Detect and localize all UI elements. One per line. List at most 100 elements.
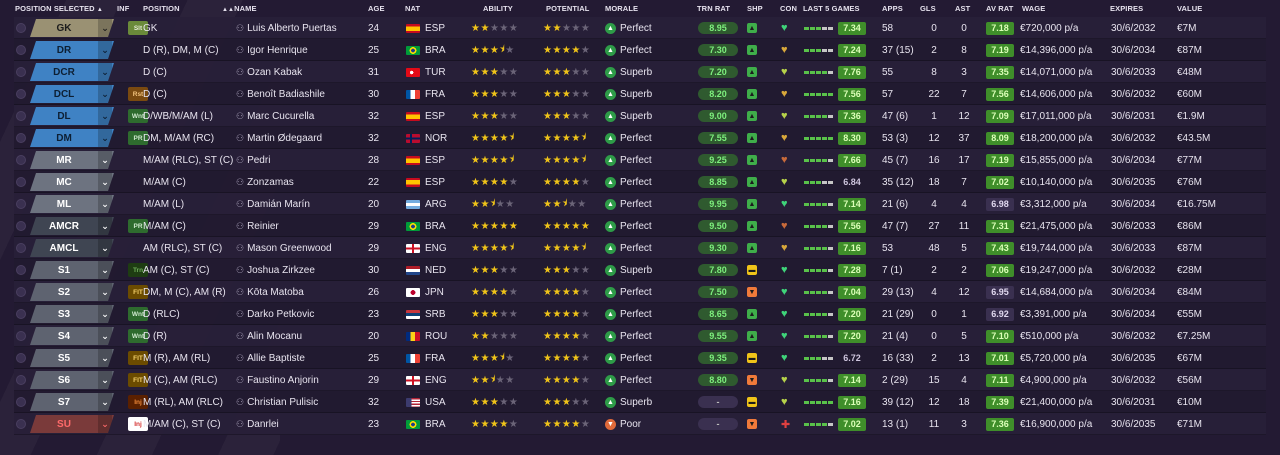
row-select-checkbox[interactable] — [16, 265, 26, 275]
table-row[interactable]: S3 ⌄ Wnt D (RLC) ⚇ Darko Petkovic 23 SRB… — [14, 303, 1266, 325]
header-shp[interactable]: SHP — [747, 4, 763, 13]
row-select-checkbox[interactable] — [16, 133, 26, 143]
table-row[interactable]: AMCL ⌄ AM (RLC), ST (C) ⚇ Mason Greenwoo… — [14, 237, 1266, 259]
name-cell[interactable]: ⚇ Marc Cucurella — [236, 105, 314, 127]
name-cell[interactable]: ⚇ Joshua Zirkzee — [236, 259, 315, 281]
row-select-checkbox[interactable] — [16, 331, 26, 341]
position-selector[interactable]: S6 ⌄ — [30, 371, 114, 389]
chevron-down-icon[interactable]: ⌄ — [98, 371, 112, 389]
header-position-selected[interactable]: POSITION SELECTED ▲ — [15, 4, 103, 13]
position-selector[interactable]: GK ⌄ — [30, 19, 114, 37]
chevron-down-icon[interactable]: ⌄ — [98, 217, 112, 235]
chevron-down-icon[interactable]: ⌄ — [98, 129, 112, 147]
row-select-checkbox[interactable] — [16, 221, 26, 231]
chevron-down-icon[interactable]: ⌄ — [98, 239, 112, 257]
chevron-down-icon[interactable]: ⌄ — [98, 173, 112, 191]
chevron-down-icon[interactable]: ⌄ — [98, 85, 112, 103]
table-row[interactable]: S6 ⌄ FIT M (C), AM (RLC) ⚇ Faustino Anjo… — [14, 369, 1266, 391]
header-value[interactable]: VALUE — [1177, 4, 1203, 13]
position-selector[interactable]: DCR ⌄ — [30, 63, 114, 81]
table-row[interactable]: S2 ⌄ FIT DM, M (C), AM (R) ⚇ Kōta Matoba… — [14, 281, 1266, 303]
position-selector[interactable]: DM ⌄ — [30, 129, 114, 147]
name-cell[interactable]: ⚇ Christian Pulisic — [236, 391, 318, 413]
position-selector[interactable]: S7 ⌄ — [30, 393, 114, 411]
chevron-down-icon[interactable]: ⌄ — [98, 19, 112, 37]
row-select-checkbox[interactable] — [16, 89, 26, 99]
name-cell[interactable]: ⚇ Allie Baptiste — [236, 347, 305, 369]
header-name[interactable]: ▲▲NAME — [222, 4, 257, 13]
table-row[interactable]: MC ⌄ M/AM (C) ⚇ Zonzamas 22 ESP ★★★★ ★ ★★… — [14, 171, 1266, 193]
header-con[interactable]: CON — [780, 4, 797, 13]
chevron-down-icon[interactable]: ⌄ — [98, 63, 112, 81]
table-row[interactable]: ML ⌄ M/AM (L) ⚇ Damián Marín 20 ARG ★★ ⯨ ★… — [14, 193, 1266, 215]
chevron-down-icon[interactable]: ⌄ — [98, 107, 112, 125]
header-gls[interactable]: GLS — [920, 4, 936, 13]
name-cell[interactable]: ⚇ Reinier — [236, 215, 279, 237]
header-wage[interactable]: WAGE — [1022, 4, 1046, 13]
row-select-checkbox[interactable] — [16, 23, 26, 33]
chevron-down-icon[interactable]: ⌄ — [98, 349, 112, 367]
name-cell[interactable]: ⚇ Mason Greenwood — [236, 237, 332, 259]
position-selector[interactable]: MR ⌄ — [30, 151, 114, 169]
row-select-checkbox[interactable] — [16, 397, 26, 407]
position-selector[interactable]: DCL ⌄ — [30, 85, 114, 103]
position-selector[interactable]: DR ⌄ — [30, 41, 114, 59]
header-last5[interactable]: LAST 5 GAMES — [803, 4, 860, 13]
name-cell[interactable]: ⚇ Alin Mocanu — [236, 325, 302, 347]
header-expires[interactable]: EXPIRES — [1110, 4, 1144, 13]
header-morale[interactable]: MORALE — [605, 4, 639, 13]
name-cell[interactable]: ⚇ Martin Ødegaard — [236, 127, 322, 149]
table-row[interactable]: MR ⌄ M/AM (RLC), ST (C) ⚇ Pedri 28 ESP ★… — [14, 149, 1266, 171]
header-apps[interactable]: APPS — [882, 4, 903, 13]
table-row[interactable]: DCR ⌄ D (C) ⚇ Ozan Kabak 31 TUR ★★★ ★ ★ ★★… — [14, 61, 1266, 83]
chevron-down-icon[interactable]: ⌄ — [98, 41, 112, 59]
row-select-checkbox[interactable] — [16, 419, 26, 429]
chevron-down-icon[interactable]: ⌄ — [98, 305, 112, 323]
table-row[interactable]: AMCR ⌄ PR M/AM (C) ⚇ Reinier 29 BRA ★★★★… — [14, 215, 1266, 237]
header-av-rat[interactable]: AV RAT — [986, 4, 1014, 13]
header-inf[interactable]: INF — [117, 4, 130, 13]
row-select-checkbox[interactable] — [16, 111, 26, 121]
chevron-down-icon[interactable]: ⌄ — [98, 393, 112, 411]
row-select-checkbox[interactable] — [16, 353, 26, 363]
position-selector[interactable]: SU ⌄ — [30, 415, 114, 433]
header-age[interactable]: AGE — [368, 4, 385, 13]
name-cell[interactable]: ⚇ Kōta Matoba — [236, 281, 304, 303]
chevron-down-icon[interactable]: ⌄ — [98, 151, 112, 169]
table-row[interactable]: S7 ⌄ Inj M (RL), AM (RLC) ⚇ Christian Pu… — [14, 391, 1266, 413]
name-cell[interactable]: ⚇ Ozan Kabak — [236, 61, 302, 83]
table-row[interactable]: DCL ⌄ Rst D (C) ⚇ Benoît Badiashile 30 F… — [14, 83, 1266, 105]
chevron-down-icon[interactable]: ⌄ — [98, 327, 112, 345]
row-select-checkbox[interactable] — [16, 375, 26, 385]
name-cell[interactable]: ⚇ Zonzamas — [236, 171, 294, 193]
chevron-down-icon[interactable]: ⌄ — [98, 195, 112, 213]
row-select-checkbox[interactable] — [16, 287, 26, 297]
name-cell[interactable]: ⚇ Pedri — [236, 149, 270, 171]
position-selector[interactable]: S4 ⌄ — [30, 327, 114, 345]
name-cell[interactable]: ⚇ Igor Henrique — [236, 39, 308, 61]
name-cell[interactable]: ⚇ Benoît Badiashile — [236, 83, 325, 105]
name-cell[interactable]: ⚇ Luis Alberto Puertas — [236, 17, 337, 39]
position-selector[interactable]: AMCR ⌄ — [30, 217, 114, 235]
chevron-down-icon[interactable]: ⌄ — [98, 415, 112, 433]
table-row[interactable]: S5 ⌄ FIT M (R), AM (RL) ⚇ Allie Baptiste… — [14, 347, 1266, 369]
table-row[interactable]: DR ⌄ D (R), DM, M (C) ⚇ Igor Henrique 25… — [14, 39, 1266, 61]
header-ability[interactable]: ABILITY — [483, 4, 513, 13]
name-cell[interactable]: ⚇ Danrlei — [236, 413, 279, 435]
row-select-checkbox[interactable] — [16, 67, 26, 77]
header-position[interactable]: POSITION — [143, 4, 180, 13]
table-row[interactable]: SU ⌄ Inj M/AM (C), ST (C) ⚇ Danrlei 23 B… — [14, 413, 1266, 435]
header-ast[interactable]: AST — [955, 4, 971, 13]
position-selector[interactable]: MC ⌄ — [30, 173, 114, 191]
name-cell[interactable]: ⚇ Damián Marín — [236, 193, 310, 215]
table-row[interactable]: S1 ⌄ Trn AM (C), ST (C) ⚇ Joshua Zirkzee… — [14, 259, 1266, 281]
position-selector[interactable]: S3 ⌄ — [30, 305, 114, 323]
position-selector[interactable]: DL ⌄ — [30, 107, 114, 125]
table-row[interactable]: DM ⌄ PR DM, M/AM (RC) ⚇ Martin Ødegaard … — [14, 127, 1266, 149]
table-row[interactable]: S4 ⌄ Wnt D (R) ⚇ Alin Mocanu 20 ROU ★★ ★ ★… — [14, 325, 1266, 347]
position-selector[interactable]: AMCL ⌄ — [30, 239, 114, 257]
position-selector[interactable]: S5 ⌄ — [30, 349, 114, 367]
name-cell[interactable]: ⚇ Faustino Anjorin — [236, 369, 319, 391]
row-select-checkbox[interactable] — [16, 177, 26, 187]
header-potential[interactable]: POTENTIAL — [546, 4, 590, 13]
